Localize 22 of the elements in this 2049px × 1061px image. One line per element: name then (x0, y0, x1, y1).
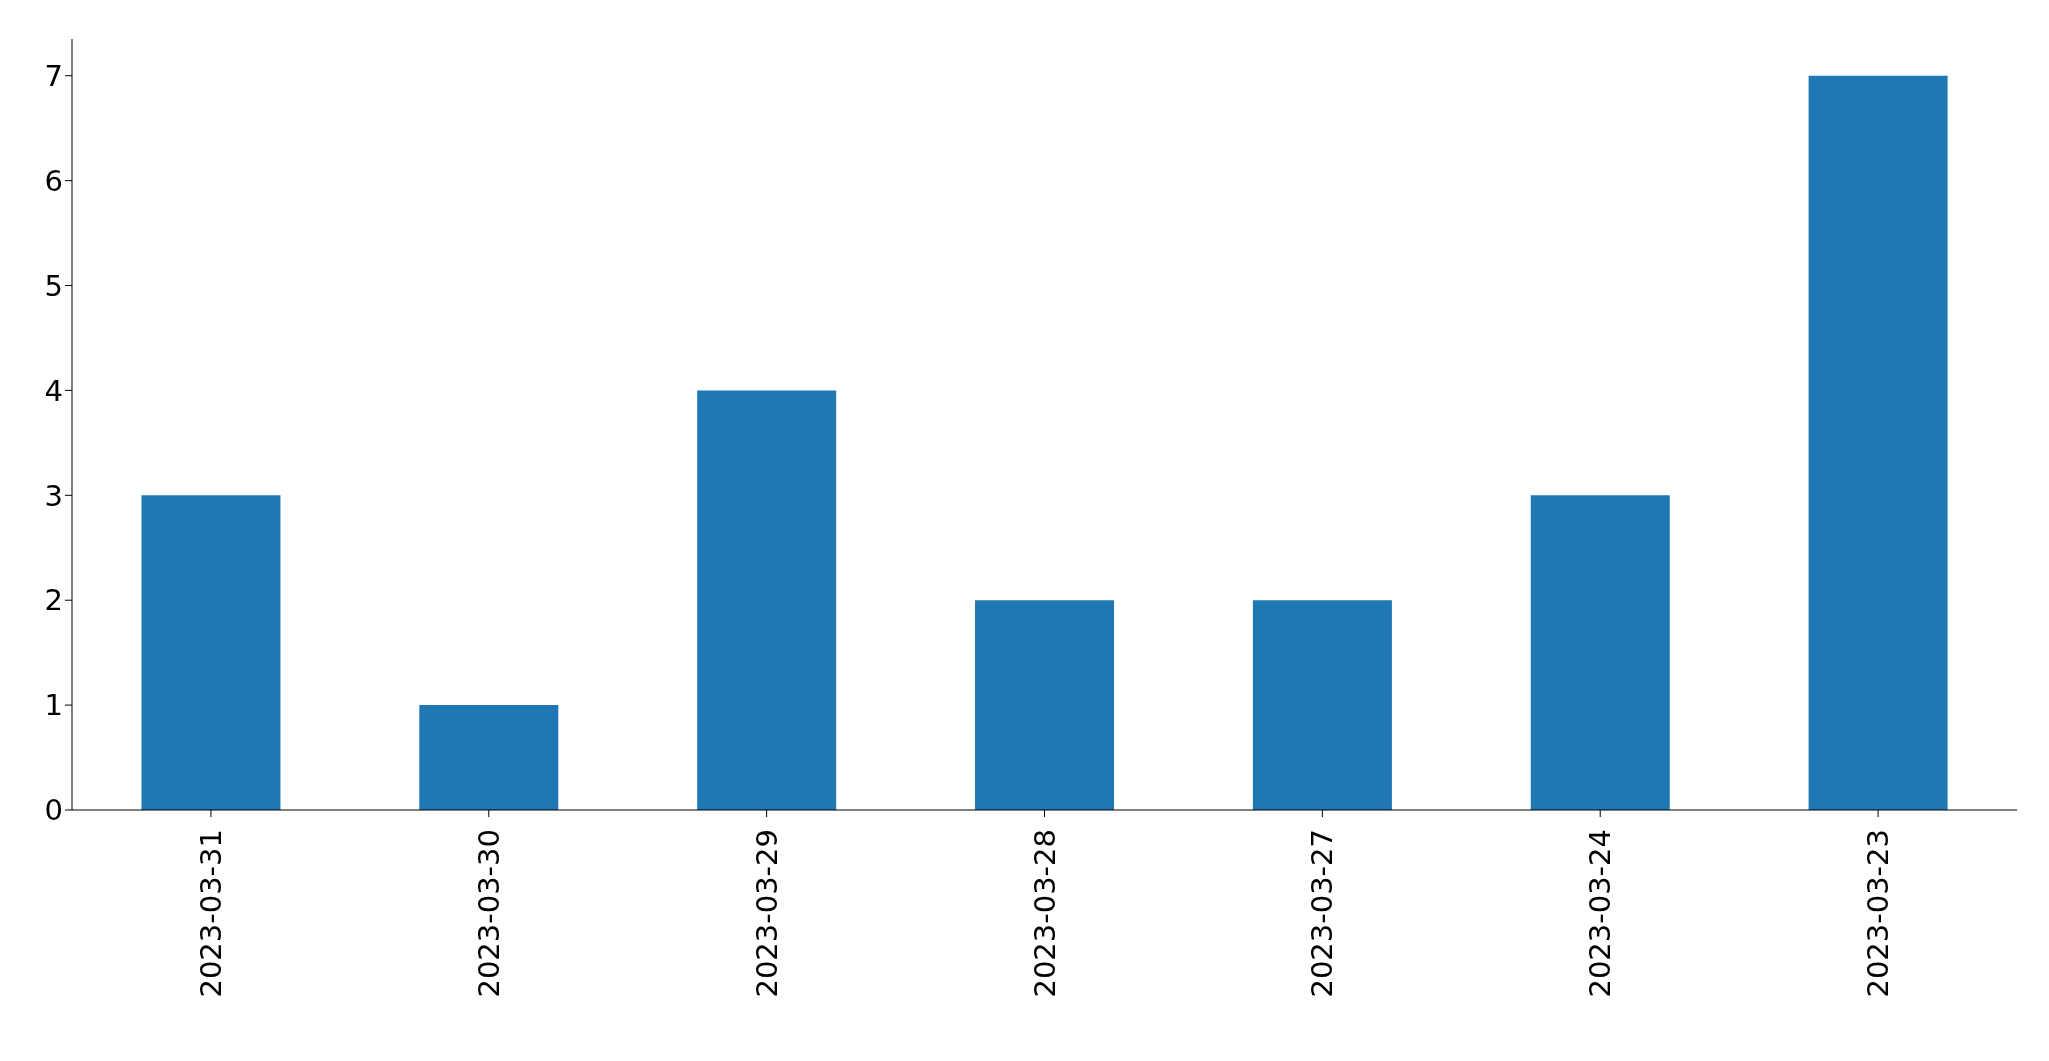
y-tick-label: 0 (44, 793, 63, 828)
x-tick-label: 2023-03-28 (1027, 829, 1062, 998)
bar (1252, 600, 1392, 810)
y-tick-label: 2 (44, 583, 63, 618)
bar (975, 600, 1115, 810)
y-tick-label: 3 (44, 478, 63, 513)
y-tick-label: 4 (44, 373, 63, 408)
y-tick-label: 6 (44, 163, 63, 198)
bar (697, 390, 837, 810)
x-tick-label: 2023-03-27 (1305, 829, 1340, 998)
x-tick-label: 2023-03-24 (1583, 829, 1618, 998)
y-tick-label: 7 (44, 59, 63, 94)
x-tick-label: 2023-03-31 (193, 829, 228, 998)
bar (141, 495, 281, 810)
y-tick-label: 1 (44, 688, 63, 723)
bar (419, 705, 559, 810)
y-tick-label: 5 (44, 268, 63, 303)
x-tick-label: 2023-03-29 (749, 829, 784, 998)
bar (1808, 75, 1948, 810)
x-tick-label: 2023-03-30 (471, 829, 506, 998)
bar (1530, 495, 1670, 810)
x-tick-label: 2023-03-23 (1861, 829, 1896, 998)
